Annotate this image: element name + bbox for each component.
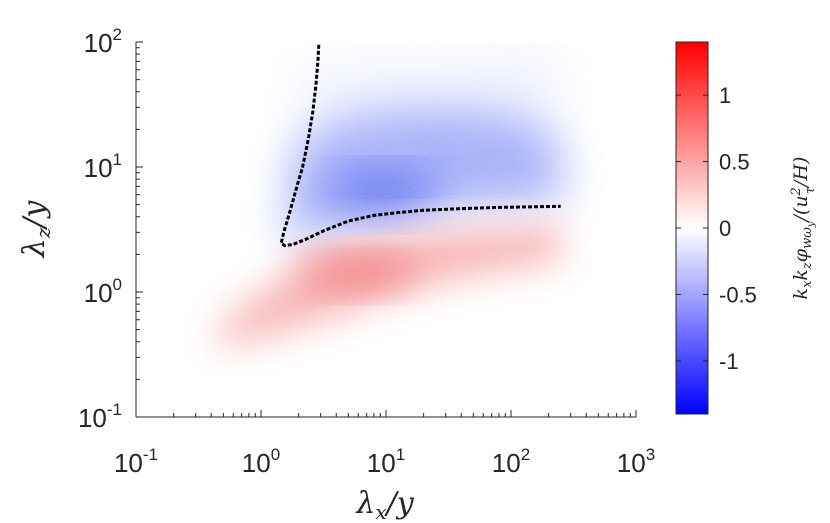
svg-text:kxkzφwωy/(u2τ/H): kxkzφwωy/(u2τ/H) [789,157,818,300]
contour-layer [279,44,561,248]
colorbar: 1 0.5 0 -0.5 -1 kxkzφwωy/(u2τ/H) [675,41,818,415]
y-tick-label: 10-1 [78,400,122,433]
y-tick-label: 102 [84,25,122,58]
axis-titles: λx/y λz/y [17,200,415,523]
x-tick-label: 100 [242,445,280,478]
svg-text:λz/y: λz/y [17,200,55,259]
x-tick-label: 103 [617,445,655,478]
heatmap-field [180,48,570,360]
y-tick-label: 100 [84,275,122,308]
colorbar-tick-label: -1 [719,349,739,374]
x-ticks: 10-1 100 101 102 103 [114,410,655,478]
y-ticks: 10-1 100 101 102 [78,25,143,433]
colorbar-tick-label: 0.5 [719,150,750,175]
colorbar-ticks: 1 0.5 0 -0.5 -1 [676,83,757,374]
noise-texture [180,90,570,360]
colorbar-tick-label: 1 [719,83,731,108]
contour-line [279,44,561,248]
y-tick-label: 101 [84,150,122,183]
colorbar-title: kxkzφwωy/(u2τ/H) [789,157,818,300]
y-axis-title: λz/y [17,200,55,259]
colorbar-tick-label: -0.5 [719,282,757,307]
x-axis-title: λx/y [355,486,414,523]
colorbar-gradient [675,41,709,415]
x-tick-label: 101 [367,445,405,478]
x-tick-label: 102 [492,445,530,478]
x-tick-label: 10-1 [114,445,158,478]
svg-text:λx/y: λx/y [355,486,414,523]
colorbar-tick-label: 0 [719,216,731,241]
axes: 10-1 100 101 102 103 10-1 100 101 102 [78,25,655,478]
